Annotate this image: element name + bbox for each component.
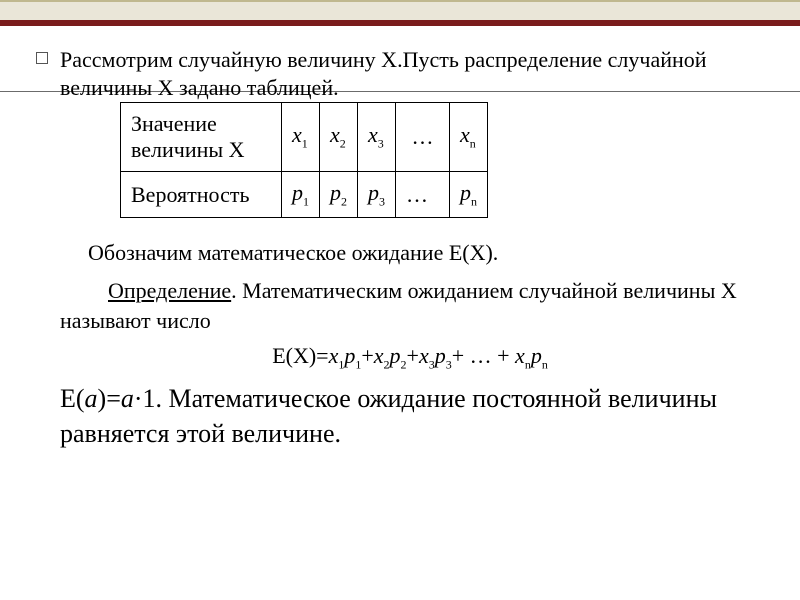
distribution-table: Значение величины Х x1 x2 x3 … xn Вероят… <box>120 102 488 218</box>
intro-text: Рассмотрим случайную величину Х.Пусть ра… <box>60 47 707 100</box>
cell-ellipsis-v: … <box>396 103 450 172</box>
cell-p3: p3 <box>358 172 396 218</box>
row-header-values: Значение величины Х <box>121 103 282 172</box>
intro-paragraph: Рассмотрим случайную величину Х.Пусть ра… <box>60 46 760 101</box>
cell-x1: x1 <box>282 103 320 172</box>
expectation-formula: Е(Х)=x1p1+x2p2+x3p3+ … + xnpn <box>60 343 760 372</box>
cell-x3: x3 <box>358 103 396 172</box>
cell-p1: p1 <box>282 172 320 218</box>
cell-pn: pn <box>450 172 488 218</box>
definition-word: Определение <box>108 278 231 303</box>
cell-p2: p2 <box>320 172 358 218</box>
cell-x2: x2 <box>320 103 358 172</box>
bullet-square-icon <box>36 52 48 64</box>
cell-ellipsis-p: … <box>396 172 450 218</box>
table-row: Вероятность p1 p2 p3 … pn <box>121 172 488 218</box>
table-row: Значение величины Х x1 x2 x3 … xn <box>121 103 488 172</box>
header-band <box>0 0 800 26</box>
row-header-prob: Вероятность <box>121 172 282 218</box>
definition-line: Определение. Математическим ожиданием сл… <box>60 276 760 335</box>
slide-content: Рассмотрим случайную величину Х.Пусть ра… <box>0 26 800 451</box>
denote-line: Обозначим математическое ожидание Е(Х). <box>60 238 760 268</box>
cell-xn: xn <box>450 103 488 172</box>
constant-expectation-line: Е(а)=а·1. Математическое ожидание постоя… <box>60 381 760 451</box>
